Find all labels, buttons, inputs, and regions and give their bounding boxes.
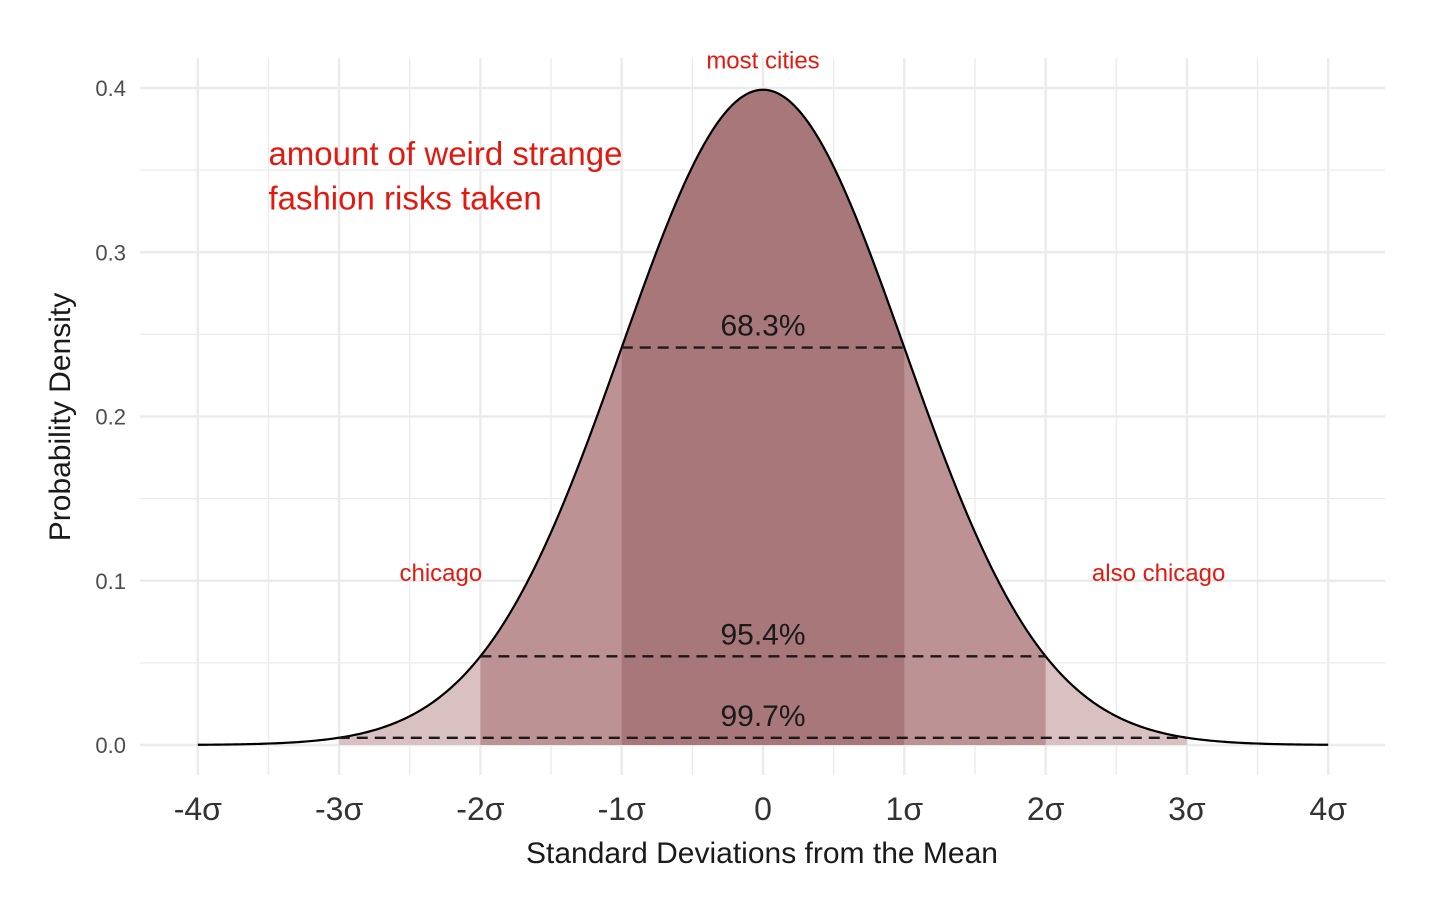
x-tick-label: 1σ [886, 791, 924, 827]
x-tick-label: 3σ [1168, 791, 1206, 827]
x-axis-ticks: -4σ -3σ -2σ -1σ 0 1σ 2σ 3σ 4σ [174, 791, 1348, 827]
annotation-title-line: amount of weird strange [268, 135, 622, 172]
annotation-title-line: fashion risks taken [268, 180, 541, 217]
y-tick-label: 0.1 [95, 569, 126, 594]
x-tick-label: 0 [754, 791, 772, 827]
annotations: most cities chicago also chicago amount of … [268, 47, 1225, 586]
y-axis-ticks: 0.0 0.1 0.2 0.3 0.4 [95, 76, 126, 758]
band-954-label: 95.4% [720, 618, 805, 651]
x-tick-label: -2σ [456, 791, 504, 827]
band-percent-labels: 99.7% 95.4% 68.3% [720, 310, 805, 733]
band-683-area [621, 89, 905, 746]
x-tick-label: -3σ [315, 791, 363, 827]
x-tick-label: 4σ [1309, 791, 1347, 827]
band-dashed-lines [338, 346, 1188, 739]
annotation-label: also chicago [1092, 560, 1225, 587]
band-997-label: 99.7% [720, 700, 805, 733]
y-tick-label: 0.2 [95, 405, 126, 430]
y-tick-label: 0.3 [95, 240, 126, 265]
density-curve-group [197, 88, 1329, 746]
annotation-label: chicago [399, 560, 482, 587]
y-tick-label: 0.0 [95, 733, 126, 758]
band-683-label: 68.3% [720, 310, 805, 343]
x-tick-label: -4σ [174, 791, 222, 827]
annotation-label: most cities [706, 47, 819, 74]
y-tick-label: 0.4 [95, 76, 126, 101]
y-axis-title: Probability Density [44, 293, 77, 541]
shaded-bands [339, 89, 1187, 746]
x-tick-label: 2σ [1027, 791, 1065, 827]
x-axis-title: Standard Deviations from the Mean [526, 837, 998, 870]
density-curve [197, 88, 1329, 746]
x-tick-label: -1σ [598, 791, 646, 827]
